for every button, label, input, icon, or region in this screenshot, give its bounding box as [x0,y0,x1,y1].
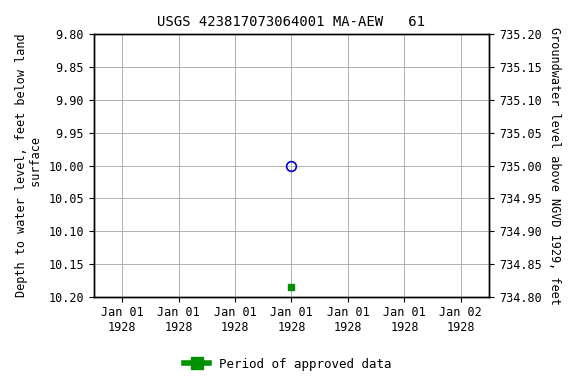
Y-axis label: Groundwater level above NGVD 1929, feet: Groundwater level above NGVD 1929, feet [548,26,561,305]
Legend: Period of approved data: Period of approved data [179,353,397,376]
Title: USGS 423817073064001 MA-AEW   61: USGS 423817073064001 MA-AEW 61 [157,15,426,29]
Y-axis label: Depth to water level, feet below land
 surface: Depth to water level, feet below land su… [15,34,43,297]
